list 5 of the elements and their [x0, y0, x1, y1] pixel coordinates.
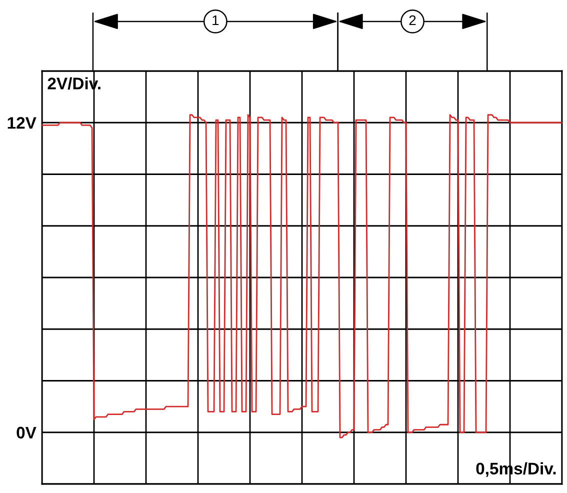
y-tick-label: 12V	[8, 117, 36, 129]
text: 2	[409, 15, 416, 26]
y-tick-label: 0V	[16, 426, 36, 439]
line-series	[42, 114, 562, 438]
text: 1	[212, 15, 219, 26]
